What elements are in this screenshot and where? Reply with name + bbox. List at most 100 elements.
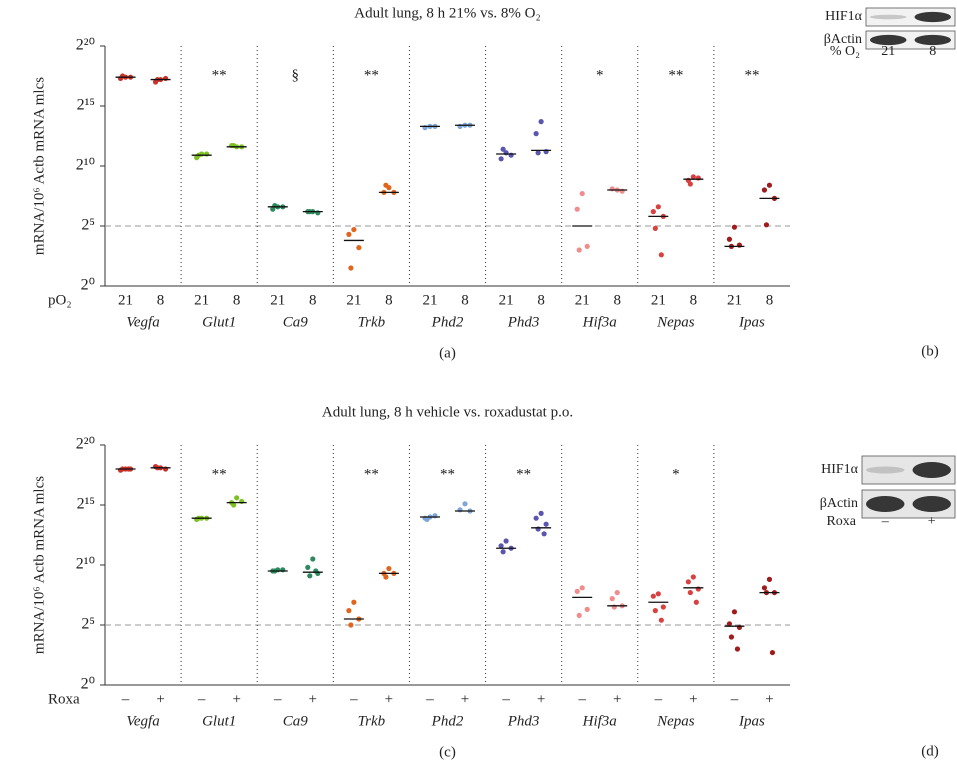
category-label: Vegfa <box>126 713 159 729</box>
category-label: Ca9 <box>283 713 309 729</box>
data-point <box>735 646 740 651</box>
x-tick-label: 8 <box>766 292 774 308</box>
subcategory-title: pO₂ <box>48 292 72 308</box>
data-point <box>651 209 656 214</box>
x-tick-label: – <box>349 691 358 707</box>
x-tick-label: 21 <box>270 292 285 308</box>
data-point <box>661 604 666 609</box>
data-point <box>544 522 549 527</box>
data-point <box>499 156 504 161</box>
data-point <box>305 565 310 570</box>
x-tick-label: 21 <box>422 292 437 308</box>
blot-lane-label: 8 <box>929 44 936 59</box>
x-tick-label: 21 <box>346 292 361 308</box>
x-tick-label: + <box>537 691 545 707</box>
significance: ** <box>212 466 227 482</box>
y-axis-label: mRNA/10⁶ Actb mRNA mlcs <box>31 476 47 654</box>
x-tick-label: 21 <box>651 292 666 308</box>
category-label: Phd2 <box>431 713 464 729</box>
category-label: Nepas <box>656 314 695 330</box>
data-point <box>762 585 767 590</box>
x-tick-label: 8 <box>233 292 241 308</box>
x-tick-label: 21 <box>575 292 590 308</box>
chart-title: Adult lung, 8 h vehicle vs. roxadustat p… <box>322 404 573 420</box>
category-label: Phd3 <box>507 314 540 330</box>
y-tick-label: 2¹⁰ <box>76 157 95 174</box>
data-point <box>694 600 699 605</box>
data-point <box>383 183 388 188</box>
data-point <box>651 594 656 599</box>
data-point <box>539 511 544 516</box>
x-tick-label: – <box>197 691 206 707</box>
data-point <box>656 591 661 596</box>
data-point <box>457 124 462 129</box>
significance: ** <box>744 67 759 83</box>
x-tick-label: 21 <box>499 292 514 308</box>
x-tick-label: 8 <box>461 292 469 308</box>
data-point <box>457 507 462 512</box>
panel-label: (c) <box>439 744 456 760</box>
data-point <box>580 585 585 590</box>
x-tick-label: – <box>654 691 663 707</box>
x-tick-label: 8 <box>157 292 165 308</box>
category-label: Ipas <box>738 713 765 729</box>
data-point <box>659 252 664 257</box>
significance: ** <box>364 466 379 482</box>
chart-title: Adult lung, 8 h 21% vs. 8% O₂ <box>354 5 540 21</box>
data-point <box>501 549 506 554</box>
subcategory-title: Roxa <box>48 691 80 707</box>
x-tick-label: 8 <box>690 292 698 308</box>
data-point <box>732 225 737 230</box>
y-tick-label: 2⁵ <box>81 217 95 234</box>
data-point <box>688 181 693 186</box>
panel-label: (a) <box>439 345 456 361</box>
x-tick-label: + <box>232 691 240 707</box>
category-label: Glut1 <box>202 314 236 330</box>
x-tick-label: 8 <box>613 292 621 308</box>
data-point <box>462 501 467 506</box>
significance: ** <box>516 466 531 482</box>
data-point <box>346 232 351 237</box>
blot-band <box>866 496 905 512</box>
x-tick-label: + <box>385 691 393 707</box>
data-point <box>585 607 590 612</box>
y-tick-label: 2¹⁰ <box>76 556 95 573</box>
data-point <box>764 222 769 227</box>
x-tick-label: – <box>121 691 130 707</box>
x-tick-label: – <box>577 691 586 707</box>
data-point <box>653 226 658 231</box>
data-point <box>729 634 734 639</box>
data-point <box>610 596 615 601</box>
data-point <box>163 76 168 81</box>
x-tick-label: 21 <box>118 292 133 308</box>
x-tick-label: + <box>613 691 621 707</box>
data-point <box>542 531 547 536</box>
data-point <box>575 207 580 212</box>
data-point <box>534 131 539 136</box>
x-tick-label: + <box>309 691 317 707</box>
y-tick-label: 2²⁰ <box>76 37 95 54</box>
data-point <box>577 247 582 252</box>
category-label: Phd2 <box>431 314 464 330</box>
data-point <box>307 573 312 578</box>
category-label: Trkb <box>358 314 386 330</box>
significance: ** <box>668 67 683 83</box>
data-point <box>504 538 509 543</box>
blot-band <box>870 15 907 20</box>
figure: Adult lung, 8 h 21% vs. 8% O₂ mRNA/10⁶ Ac… <box>0 0 957 784</box>
data-point <box>346 608 351 613</box>
y-tick-label: 2¹⁵ <box>77 97 95 114</box>
data-point <box>348 265 353 270</box>
x-tick-label: + <box>156 691 164 707</box>
x-tick-label: – <box>730 691 739 707</box>
data-point <box>767 577 772 582</box>
data-point <box>656 204 661 209</box>
blot-band <box>866 467 905 474</box>
data-point <box>580 191 585 196</box>
data-point <box>615 590 620 595</box>
x-tick-label: 8 <box>385 292 393 308</box>
x-tick-label: – <box>425 691 434 707</box>
blot-row-label: HIF1α <box>825 9 863 24</box>
data-point <box>686 579 691 584</box>
data-point <box>383 574 388 579</box>
